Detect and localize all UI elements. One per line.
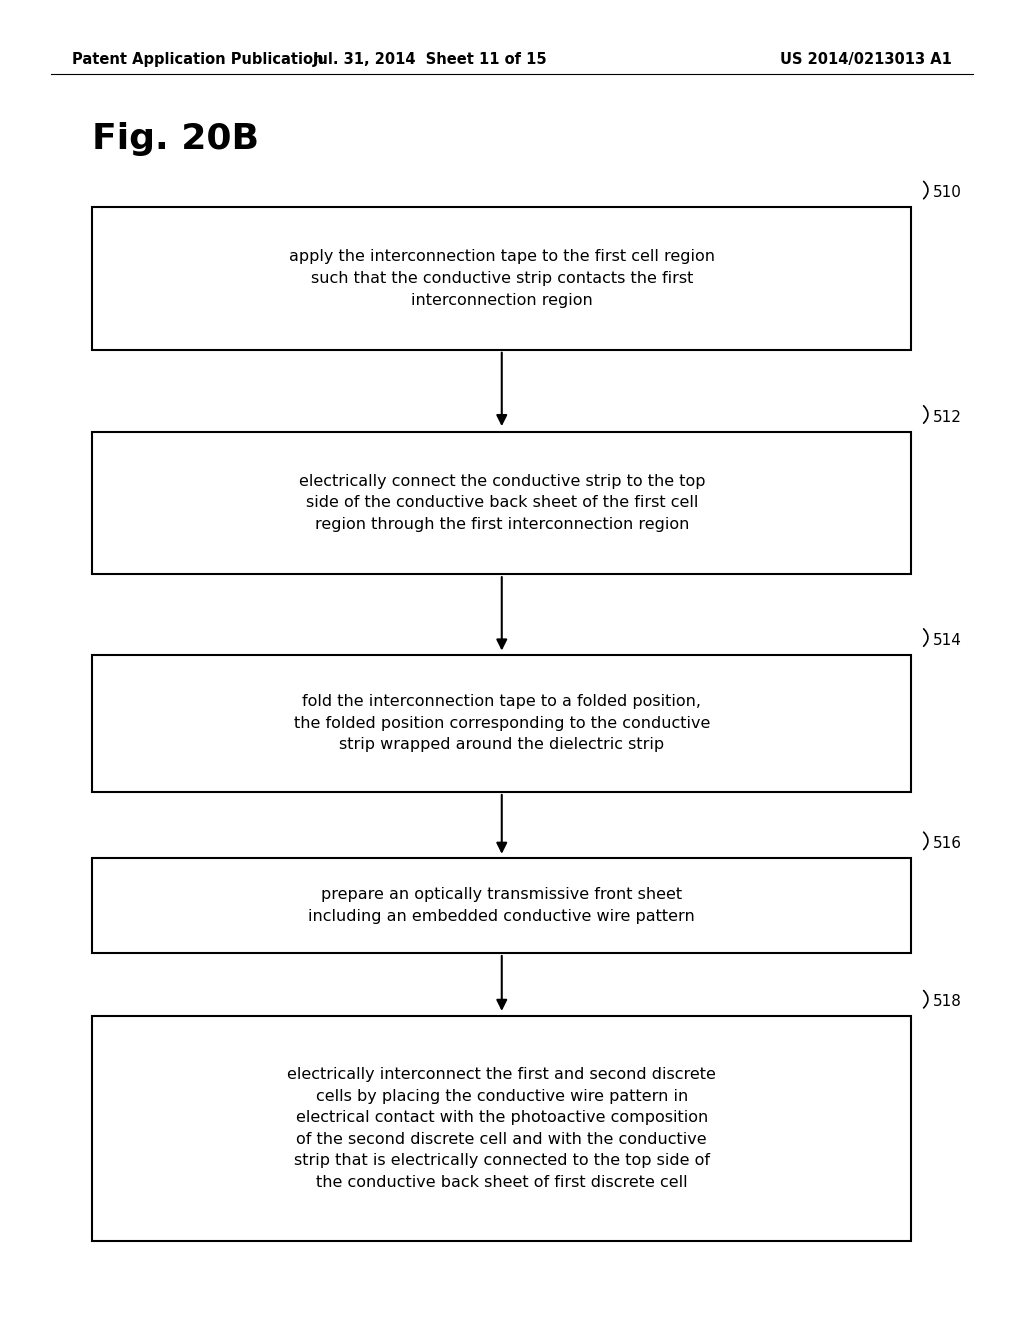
Text: 516: 516 (933, 836, 962, 851)
Text: US 2014/0213013 A1: US 2014/0213013 A1 (780, 51, 952, 67)
Text: prepare an optically transmissive front sheet
including an embedded conductive w: prepare an optically transmissive front … (308, 887, 695, 924)
Bar (92, 207, 911, 350)
Bar (92, 858, 911, 953)
Text: fold the interconnection tape to a folded position,
the folded position correspo: fold the interconnection tape to a folde… (294, 694, 710, 752)
Bar (92, 1016, 911, 1241)
Bar (92, 432, 911, 574)
Text: electrically connect the conductive strip to the top
side of the conductive back: electrically connect the conductive stri… (299, 474, 705, 532)
Text: 512: 512 (933, 409, 962, 425)
Text: Fig. 20B: Fig. 20B (92, 121, 259, 156)
Text: apply the interconnection tape to the first cell region
such that the conductive: apply the interconnection tape to the fi… (289, 249, 715, 308)
Text: electrically interconnect the first and second discrete
cells by placing the con: electrically interconnect the first and … (288, 1067, 716, 1191)
Text: Jul. 31, 2014  Sheet 11 of 15: Jul. 31, 2014 Sheet 11 of 15 (312, 51, 548, 67)
Text: 518: 518 (933, 994, 962, 1010)
Bar (92, 655, 911, 792)
Text: 514: 514 (933, 632, 962, 648)
Text: 510: 510 (933, 185, 962, 201)
Text: Patent Application Publication: Patent Application Publication (72, 51, 324, 67)
